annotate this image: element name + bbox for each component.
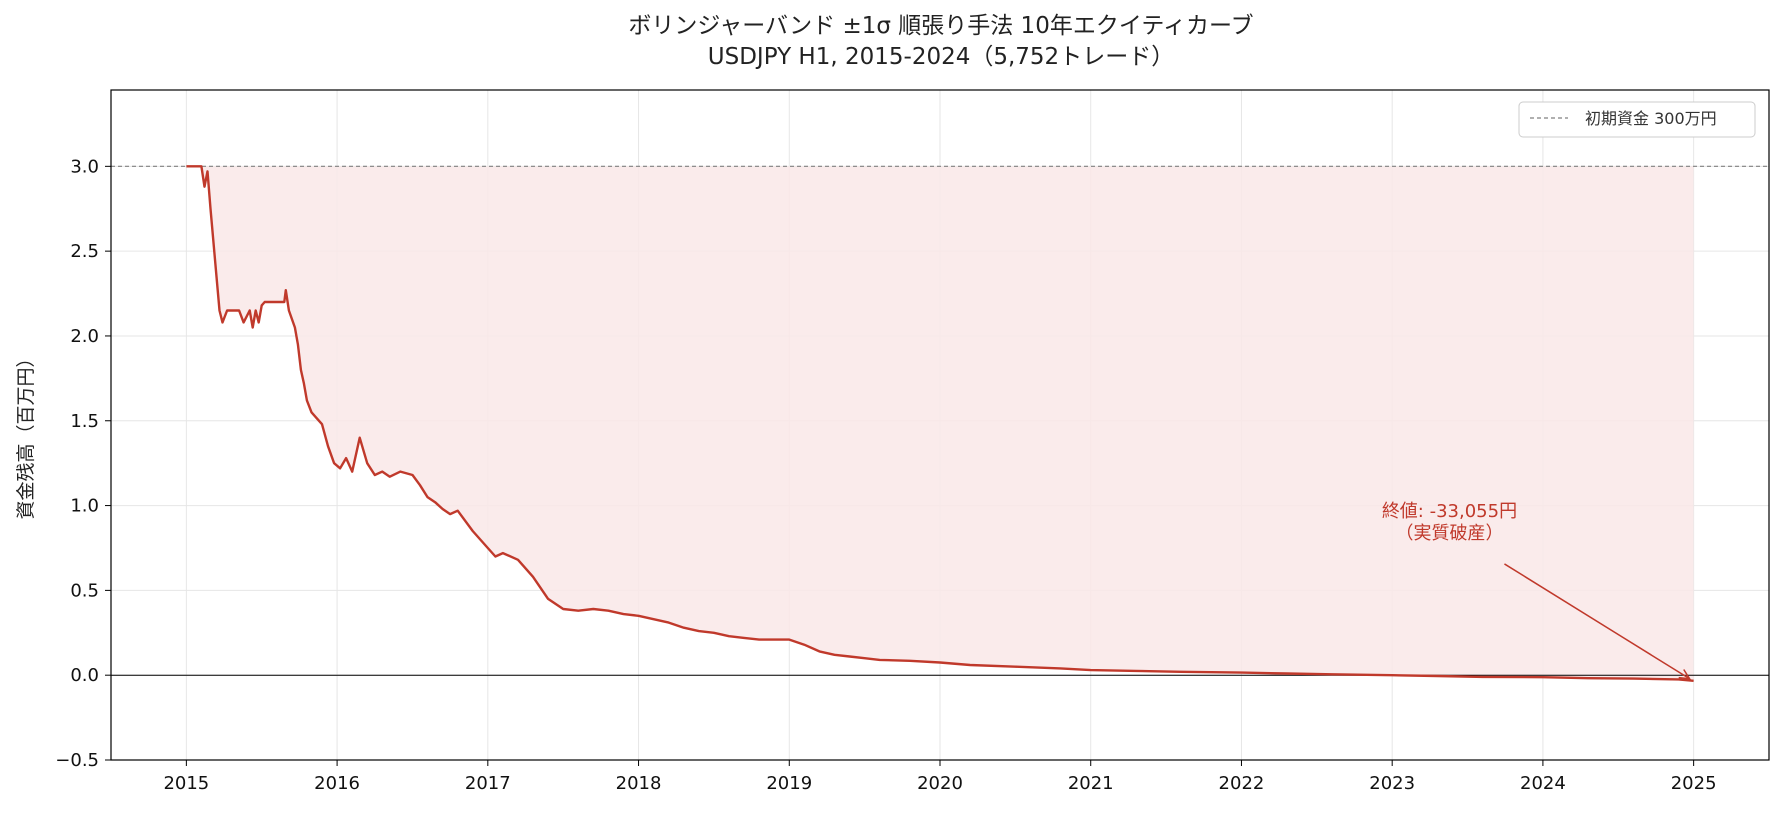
y-tick-label-4: 1.5 bbox=[70, 411, 99, 432]
x-tick-label-2024: 2024 bbox=[1520, 773, 1566, 794]
x-tick-label-2020: 2020 bbox=[917, 773, 963, 794]
y-axis-label: 資金残高（百万円） bbox=[15, 348, 37, 519]
x-tick-label-2015: 2015 bbox=[163, 773, 209, 794]
x-tick-label-2022: 2022 bbox=[1219, 773, 1265, 794]
drawdown-fill-area bbox=[186, 166, 1694, 681]
loss-area bbox=[186, 166, 1694, 681]
chart-subtitle: USDJPY H1, 2015-2024（5,752トレード） bbox=[708, 44, 1174, 70]
y-tick-label-5: 2.0 bbox=[70, 326, 99, 347]
annotation-arrow-line bbox=[1504, 563, 1691, 680]
annotation: 終値: -33,055円（実質破産） bbox=[1382, 501, 1692, 680]
annotation-arrow-head bbox=[1678, 669, 1692, 680]
legend-entry-initial-capital: 初期資金 300万円 bbox=[1585, 109, 1717, 128]
y-tick-label-1: 0.0 bbox=[70, 665, 99, 686]
equity-curve-line bbox=[186, 165, 1694, 682]
chart-title: ボリンジャーバンド ±1σ 順張り手法 10年エクイティカーブ bbox=[628, 13, 1253, 39]
y-tick-label-7: 3.0 bbox=[70, 156, 99, 177]
axes: 2015 2016 2017 2018 2019 2020 2021 2022 2023 2024… bbox=[55, 89, 1770, 794]
x-tick-label-2023: 2023 bbox=[1369, 773, 1415, 794]
y-tick-label-0: −0.5 bbox=[55, 750, 99, 771]
legend-box bbox=[1518, 101, 1756, 138]
reference-lines bbox=[111, 165, 1769, 676]
y-tick-label-3: 1.0 bbox=[70, 496, 99, 517]
series-layer bbox=[186, 165, 1694, 682]
x-tick-label-2025: 2025 bbox=[1671, 773, 1717, 794]
x-tick-label-2016: 2016 bbox=[314, 773, 360, 794]
x-tick-label-2019: 2019 bbox=[766, 773, 812, 794]
annotation-text-1: （実質破産） bbox=[1395, 523, 1503, 544]
y-tick-label-2: 0.5 bbox=[70, 580, 99, 601]
x-tick-label-2017: 2017 bbox=[465, 773, 511, 794]
y-tick-label-6: 2.5 bbox=[70, 241, 99, 262]
annotation-text-0: 終値: -33,055円 bbox=[1382, 501, 1517, 522]
legend: 初期資金 300万円 bbox=[1518, 101, 1756, 138]
x-tick-label-2018: 2018 bbox=[616, 773, 662, 794]
x-tick-label-2021: 2021 bbox=[1068, 773, 1114, 794]
